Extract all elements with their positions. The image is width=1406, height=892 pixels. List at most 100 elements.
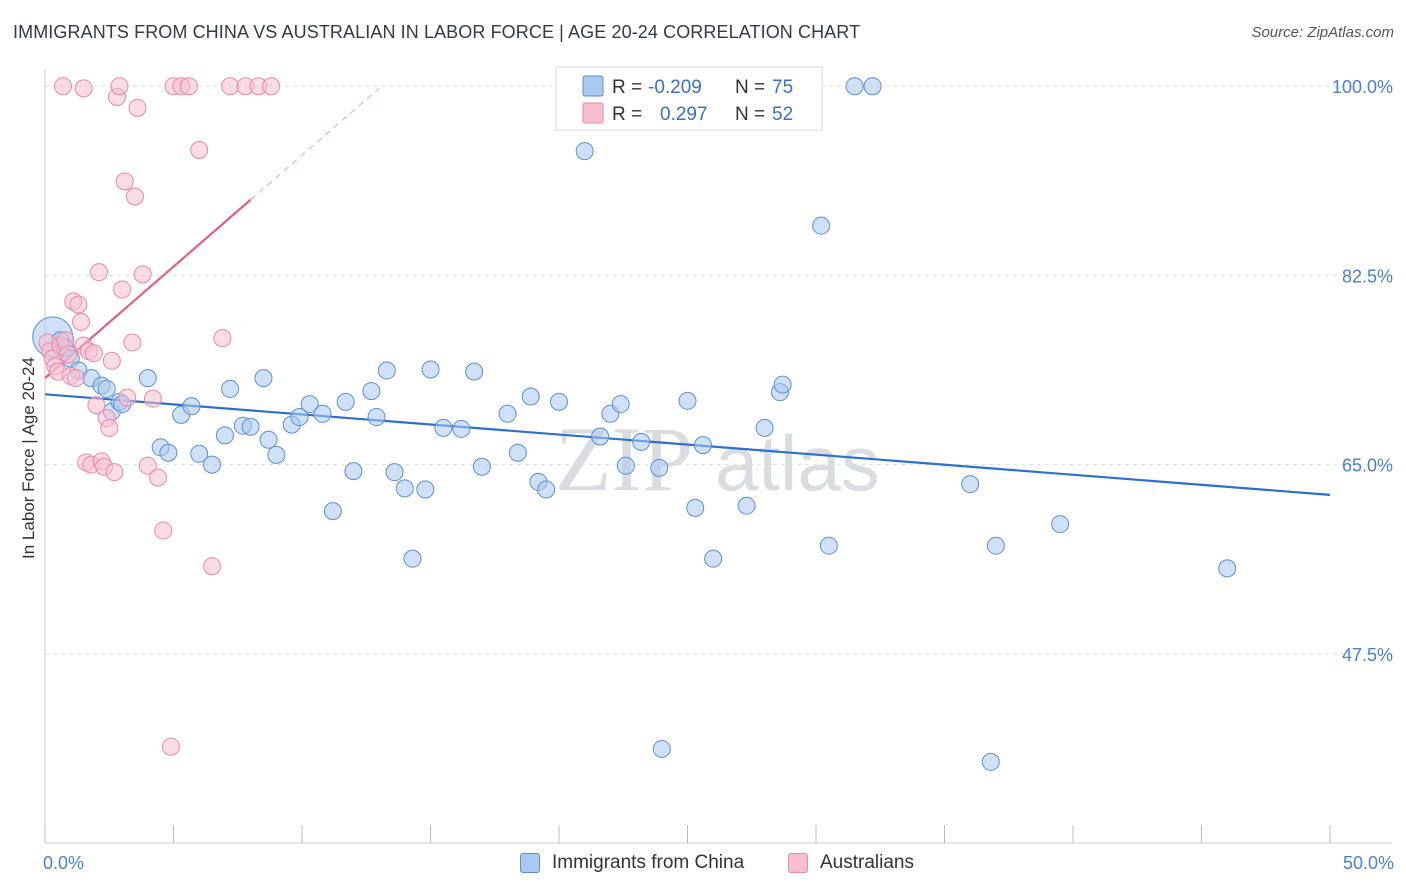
point-blue-63 (755, 418, 774, 437)
point-blue-46 (521, 387, 540, 406)
point-pink-50 (110, 77, 129, 96)
point-pink-28 (115, 172, 134, 191)
point-blue-71 (981, 752, 1000, 771)
chart-title: IMMIGRANTS FROM CHINA VS AUSTRALIAN IN L… (13, 22, 861, 42)
series-legend-item-china[interactable]: Immigrants from China (520, 852, 744, 874)
point-blue-24 (267, 445, 286, 464)
point-pink-30 (123, 333, 142, 352)
point-blue-7 (97, 379, 116, 398)
point-pink-41 (179, 77, 198, 96)
legend-n-label-pink: N = (735, 104, 765, 125)
legend-swatch-blue (582, 75, 604, 97)
point-pink-19 (89, 263, 108, 282)
point-blue-29 (323, 502, 342, 521)
point-blue-53 (611, 395, 630, 414)
point-blue-33 (367, 408, 386, 427)
legend-swatch-pink (582, 102, 604, 124)
point-pink-31 (125, 187, 144, 206)
watermark: ZIP atlas (555, 408, 880, 510)
point-blue-44 (498, 404, 517, 423)
axes: 100.0% 82.5% 65.0% 47.5% 0.0% 50.0% (43, 70, 1394, 873)
point-pink-18 (87, 396, 106, 415)
point-pink-32 (128, 98, 147, 117)
point-blue-62 (737, 496, 756, 515)
point-pink-27 (113, 280, 132, 299)
point-pink-25 (105, 463, 124, 482)
point-blue-19 (221, 379, 240, 398)
point-blue-70 (961, 475, 980, 494)
legend-n-value-pink: 52 (772, 104, 793, 125)
point-blue-11 (138, 369, 157, 388)
y-tick-label-2: 65.0% (1342, 456, 1393, 476)
point-blue-49 (550, 392, 568, 411)
point-blue-13 (159, 443, 178, 462)
point-blue-65 (773, 375, 792, 394)
point-blue-66 (812, 216, 831, 235)
legend-r-value-blue: -0.209 (648, 77, 702, 98)
point-blue-36 (395, 479, 414, 498)
point-blue-57 (652, 739, 671, 758)
grid (45, 85, 1392, 655)
point-pink-42 (190, 141, 209, 160)
point-pink-24 (102, 351, 121, 370)
x-tick-label-1: 50.0% (1343, 853, 1394, 873)
point-blue-40 (434, 418, 453, 437)
series-legend-label-china: Immigrants from China (552, 852, 745, 873)
series-legend-label-australians: Australians (820, 852, 914, 873)
point-blue-28 (313, 404, 332, 423)
point-blue-69 (863, 77, 882, 96)
y-tick-label-1: 82.5% (1342, 266, 1393, 286)
point-blue-16 (190, 444, 209, 463)
series-legend-item-australians[interactable]: Australians (788, 852, 914, 874)
x-tick-label-0: 0.0% (43, 853, 84, 873)
point-blue-68 (845, 77, 864, 96)
point-blue-73 (1051, 515, 1070, 534)
watermark-atlas: atlas (715, 419, 880, 507)
point-blue-17 (203, 455, 222, 474)
point-blue-51 (591, 427, 610, 446)
point-blue-67 (819, 536, 838, 555)
point-pink-44 (213, 329, 232, 348)
legend-r-label-pink: R = (612, 104, 642, 125)
point-blue-39 (421, 360, 440, 379)
point-blue-18 (215, 426, 234, 445)
point-pink-12 (71, 312, 90, 331)
point-blue-74 (1218, 559, 1237, 578)
point-blue-43 (472, 457, 491, 476)
point-blue-23 (259, 430, 278, 449)
point-pink-7 (59, 345, 78, 364)
point-pink-43 (203, 557, 222, 576)
point-blue-54 (616, 456, 635, 475)
point-blue-59 (686, 498, 705, 517)
point-pink-35 (143, 389, 162, 408)
point-pink-23 (100, 418, 119, 437)
point-blue-26 (290, 408, 309, 427)
series-swatch-blue (520, 853, 540, 873)
point-blue-58 (678, 391, 697, 410)
point-blue-56 (650, 458, 669, 477)
legend-n-label-blue: N = (735, 77, 765, 98)
point-pink-51 (53, 77, 72, 96)
point-blue-21 (241, 417, 260, 436)
point-pink-10 (66, 369, 85, 388)
y-tick-label-0: 100.0% (1332, 77, 1393, 97)
y-axis-title: In Labor Force | Age 20-24 (19, 357, 38, 559)
point-pink-37 (154, 521, 173, 540)
point-blue-34 (377, 361, 396, 380)
point-pink-34 (138, 456, 157, 475)
data-points (32, 77, 1237, 771)
point-blue-31 (344, 462, 363, 481)
legend-r-value-pink: 0.297 (660, 104, 708, 125)
point-blue-15 (182, 397, 201, 416)
point-pink-33 (133, 265, 152, 284)
trend-extension-pink (250, 88, 380, 201)
point-blue-50 (575, 142, 594, 161)
series-swatch-pink (788, 853, 808, 873)
series-legend: Immigrants from China Australians (0, 852, 1406, 878)
y-tick-label-3: 47.5% (1342, 645, 1393, 665)
legend-n-value-blue: 75 (772, 77, 793, 98)
point-pink-11 (69, 295, 88, 314)
point-blue-32 (362, 382, 381, 401)
point-blue-60 (693, 436, 712, 455)
